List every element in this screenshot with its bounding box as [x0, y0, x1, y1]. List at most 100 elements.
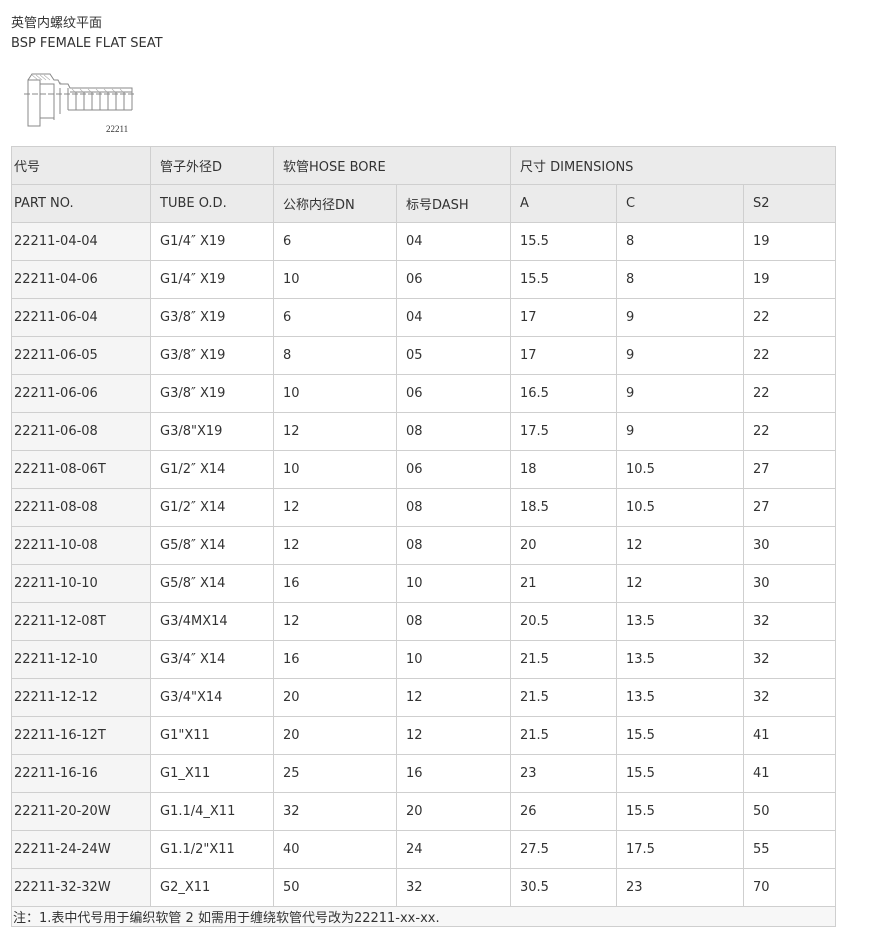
cell-dash: 06: [396, 450, 511, 489]
table-row: 22211-20-20W G1.1/4_X11 32 20 26 15.5 50: [11, 792, 837, 831]
cell-dash: 08: [396, 488, 511, 527]
cell-dn: 10: [273, 260, 397, 299]
cell-a: 21.5: [510, 716, 617, 755]
cell-a: 23: [510, 754, 617, 793]
table-row: 22211-06-04 G3/8″ X19 6 04 17 9 22: [11, 298, 837, 337]
cell-dash: 05: [396, 336, 511, 375]
cell-dash: 04: [396, 222, 511, 261]
cell-s2: 19: [742, 222, 837, 261]
cell-part-no: 22211-16-12T: [11, 716, 151, 755]
cell-s2: 41: [742, 754, 837, 793]
cell-dn: 20: [273, 716, 397, 755]
cell-dash: 08: [396, 412, 511, 451]
table-row: 22211-06-06 G3/8″ X19 10 06 16.5 9 22: [11, 374, 837, 413]
table-row: 22211-12-08T G3/4MX14 12 08 20.5 13.5 32: [11, 602, 837, 641]
cell-tube-od: G1/4″ X19: [150, 260, 274, 299]
cell-part-no: 22211-12-10: [11, 640, 151, 679]
cell-c: 10.5: [616, 488, 744, 527]
cell-tube-od: G1/2″ X14: [150, 450, 274, 489]
cell-tube-od: G2_X11: [150, 868, 274, 907]
cell-dn: 16: [273, 640, 397, 679]
cell-a: 30.5: [510, 868, 617, 907]
table-row: 22211-08-08 G1/2″ X14 12 08 18.5 10.5 27: [11, 488, 837, 527]
cell-tube-od: G3/4″ X14: [150, 640, 274, 679]
cell-c: 17.5: [616, 830, 744, 869]
table-row: 22211-06-05 G3/8″ X19 8 05 17 9 22: [11, 336, 837, 375]
cell-c: 8: [616, 260, 744, 299]
cell-dash: 06: [396, 374, 511, 413]
cell-c: 12: [616, 564, 744, 603]
cell-dn: 8: [273, 336, 397, 375]
cell-dash: 06: [396, 260, 511, 299]
cell-a: 18.5: [510, 488, 617, 527]
cell-c: 12: [616, 526, 744, 565]
cell-dash: 12: [396, 716, 511, 755]
header-part-no-cn: 代号: [11, 146, 151, 185]
table-row: 22211-08-06T G1/2″ X14 10 06 18 10.5 27: [11, 450, 837, 489]
table-row: 22211-10-08 G5/8″ X14 12 08 20 12 30: [11, 526, 837, 565]
cell-a: 15.5: [510, 260, 617, 299]
cell-dash: 08: [396, 526, 511, 565]
cell-s2: 27: [742, 488, 837, 527]
cell-dash: 32: [396, 868, 511, 907]
table-row: 22211-04-04 G1/4″ X19 6 04 15.5 8 19: [11, 222, 837, 261]
table-row: 22211-32-32W G2_X11 50 32 30.5 23 70: [11, 868, 837, 907]
header-s2: S2: [742, 184, 837, 223]
cell-c: 13.5: [616, 602, 744, 641]
cell-part-no: 22211-10-08: [11, 526, 151, 565]
cell-dn: 20: [273, 678, 397, 717]
cell-dn: 16: [273, 564, 397, 603]
fitting-drawing: 22211: [24, 73, 136, 134]
cell-s2: 32: [742, 602, 837, 641]
cell-dn: 25: [273, 754, 397, 793]
header-dimensions: 尺寸 DIMENSIONS: [509, 146, 837, 185]
cell-part-no: 22211-32-32W: [11, 868, 151, 907]
cell-a: 26: [510, 792, 617, 831]
cell-a: 21.5: [510, 678, 617, 717]
cell-dn: 32: [273, 792, 397, 831]
header-row-1: 代号 管子外径D 软管HOSE BORE 尺寸 DIMENSIONS: [11, 146, 837, 185]
cell-tube-od: G1.1/4_X11: [150, 792, 274, 831]
drawing-label: 22211: [106, 124, 128, 134]
cell-a: 15.5: [510, 222, 617, 261]
cell-tube-od: G1_X11: [150, 754, 274, 793]
spec-table: 代号 管子外径D 软管HOSE BORE 尺寸 DIMENSIONS PART …: [10, 146, 837, 927]
cell-a: 21: [510, 564, 617, 603]
cell-a: 17: [510, 298, 617, 337]
cell-tube-od: G1"X11: [150, 716, 274, 755]
cell-part-no: 22211-10-10: [11, 564, 151, 603]
header-a: A: [510, 184, 617, 223]
cell-dn: 50: [273, 868, 397, 907]
cell-tube-od: G3/8″ X19: [150, 336, 274, 375]
cell-c: 9: [616, 412, 744, 451]
cell-part-no: 22211-06-04: [11, 298, 151, 337]
cell-c: 15.5: [616, 792, 744, 831]
cell-dash: 12: [396, 678, 511, 717]
cell-part-no: 22211-04-04: [11, 222, 151, 261]
cell-s2: 30: [742, 564, 837, 603]
header-tube-od: TUBE O.D.: [150, 184, 274, 223]
header-c: C: [616, 184, 744, 223]
cell-dash: 04: [396, 298, 511, 337]
cell-s2: 22: [742, 412, 837, 451]
cell-part-no: 22211-20-20W: [11, 792, 151, 831]
cell-tube-od: G1/2″ X14: [150, 488, 274, 527]
table-row: 22211-16-16 G1_X11 25 16 23 15.5 41: [11, 754, 837, 793]
cell-part-no: 22211-12-12: [11, 678, 151, 717]
cell-s2: 32: [742, 640, 837, 679]
cell-a: 21.5: [510, 640, 617, 679]
cell-s2: 70: [742, 868, 837, 907]
cell-dash: 10: [396, 640, 511, 679]
cell-tube-od: G3/8"X19: [150, 412, 274, 451]
cell-a: 17: [510, 336, 617, 375]
cell-a: 20: [510, 526, 617, 565]
cell-c: 23: [616, 868, 744, 907]
table-note: 注：1.表中代号用于编织软管 2 如需用于缠绕软管代号改为22211-xx-xx…: [10, 906, 837, 927]
cell-s2: 22: [742, 336, 837, 375]
table-row: 22211-16-12T G1"X11 20 12 21.5 15.5 41: [11, 716, 837, 755]
cell-c: 8: [616, 222, 744, 261]
cell-a: 16.5: [510, 374, 617, 413]
cell-s2: 22: [742, 298, 837, 337]
cell-tube-od: G1.1/2"X11: [150, 830, 274, 869]
cell-s2: 27: [742, 450, 837, 489]
